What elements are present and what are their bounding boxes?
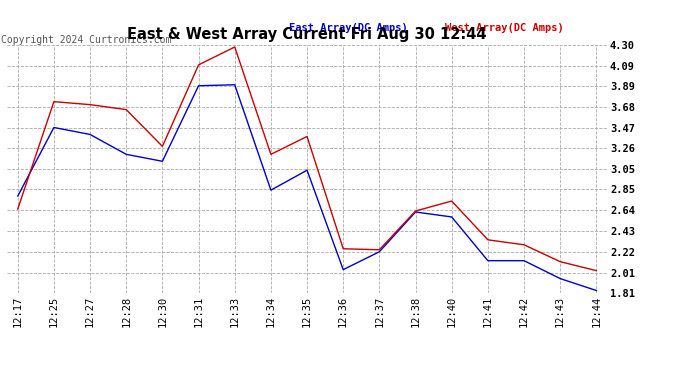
Text: Copyright 2024 Curtronics.com: Copyright 2024 Curtronics.com xyxy=(1,35,171,45)
Text: West Array(DC Amps): West Array(DC Amps) xyxy=(445,23,564,33)
Title: East & West Array Current Fri Aug 30 12:44: East & West Array Current Fri Aug 30 12:… xyxy=(127,27,487,42)
Text: East Array(DC Amps): East Array(DC Amps) xyxy=(289,23,408,33)
